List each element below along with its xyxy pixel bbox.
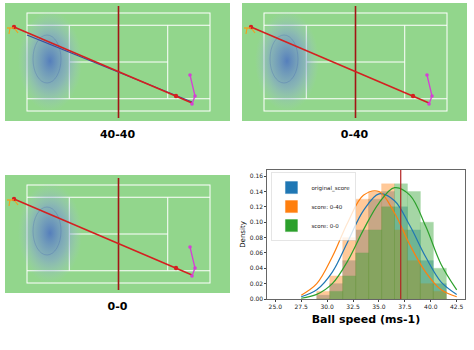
- svg-text:Ball speed (ms-1): Ball speed (ms-1): [312, 313, 421, 326]
- svg-text:Density: Density: [239, 221, 247, 248]
- svg-text:30.0: 30.0: [320, 303, 334, 310]
- svg-text:0.14: 0.14: [250, 188, 264, 195]
- svg-text:score: 0-0: score: 0-0: [311, 223, 339, 229]
- svg-text:0.00: 0.00: [250, 295, 264, 302]
- svg-text:0.08: 0.08: [250, 234, 264, 241]
- svg-text:0.04: 0.04: [250, 264, 264, 271]
- svg-text:0.06: 0.06: [250, 249, 264, 256]
- html-text:0-0: 0-0: [107, 300, 128, 313]
- svg-text:original_score: original_score: [311, 185, 350, 192]
- svg-text:37.5: 37.5: [398, 303, 412, 310]
- svg-text:42.5: 42.5: [450, 303, 464, 310]
- html-text:0-40: 0-40: [340, 128, 369, 141]
- svg-text:32.5: 32.5: [346, 303, 360, 310]
- svg-text:40.0: 40.0: [424, 303, 438, 310]
- svg-text:27.5: 27.5: [295, 303, 309, 310]
- html-text:40-40: 40-40: [99, 128, 136, 141]
- svg-text:0.10: 0.10: [250, 218, 264, 225]
- svg-text:0.12: 0.12: [250, 203, 264, 210]
- svg-text:0.16: 0.16: [250, 172, 264, 179]
- svg-text:0.02: 0.02: [250, 280, 264, 287]
- svg-text:25.0: 25.0: [269, 303, 283, 310]
- svg-text:score: 0-40: score: 0-40: [311, 204, 342, 210]
- svg-text:35.0: 35.0: [372, 303, 386, 310]
